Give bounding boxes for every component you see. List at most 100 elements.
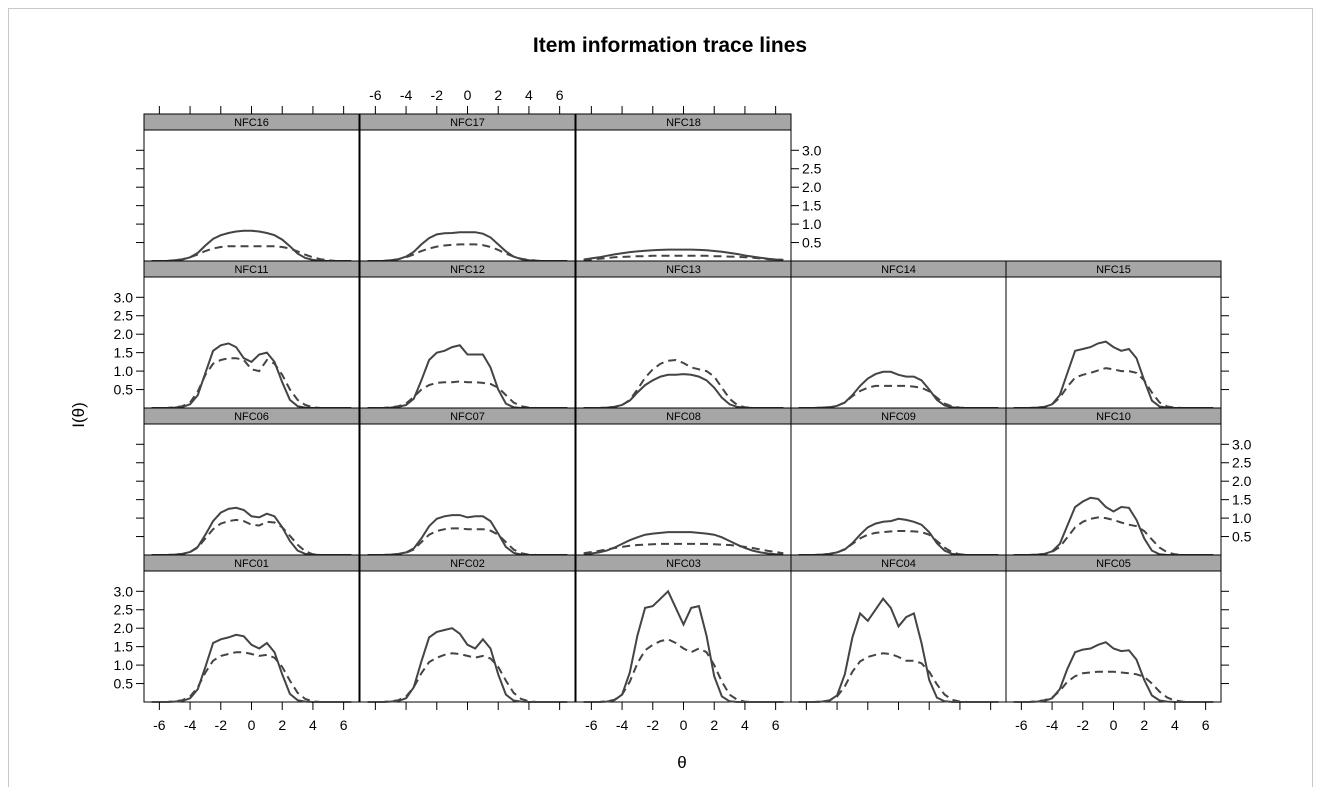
x-tick-label-top: 4: [525, 87, 533, 103]
panel-strip-label: NFC15: [1096, 264, 1131, 276]
x-tick-label-bottom: 0: [1110, 717, 1118, 733]
x-tick-label-top: 6: [556, 87, 564, 103]
panel-strip-label: NFC02: [450, 558, 485, 570]
panel-strip-label: NFC01: [234, 558, 269, 570]
panel-solid-line: [583, 248, 784, 261]
panel-strip-label: NFC07: [450, 411, 485, 423]
y-tick-label-right: 0.5: [1232, 529, 1252, 545]
x-axis-title: θ: [677, 753, 686, 772]
y-tick-label-left: 2.5: [114, 308, 134, 324]
y-tick-label-left: 1.0: [114, 657, 134, 673]
panel-strip-label: NFC03: [666, 558, 701, 570]
x-tick-label-top: -2: [431, 87, 444, 103]
panel-nfc10: NFC10: [1005, 407, 1222, 556]
x-tick-label-top: -4: [400, 87, 413, 103]
panel-strip-label: NFC08: [666, 411, 701, 423]
panel-nfc05: NFC05: [1005, 554, 1222, 703]
panel-dashed-line: [1013, 516, 1214, 556]
panel-nfc12: NFC12: [359, 260, 576, 409]
panel-dashed-line: [151, 651, 352, 703]
y-tick-label-right: 2.0: [802, 179, 822, 195]
x-tick-label-bottom: -2: [215, 717, 228, 733]
x-tick-label-bottom: -4: [184, 717, 197, 733]
x-tick-label-bottom: 4: [1171, 717, 1179, 733]
x-tick-label-bottom: -6: [585, 717, 598, 733]
panel-dashed-line: [1013, 670, 1214, 703]
y-tick-label-right: 1.5: [802, 198, 822, 214]
panel-dashed-line: [798, 652, 999, 703]
panel-strip-label: NFC14: [881, 264, 916, 276]
y-tick-label-left: 1.0: [114, 363, 134, 379]
y-tick-label-left: 2.0: [114, 326, 134, 342]
x-tick-label-bottom: 2: [710, 717, 718, 733]
panel-dashed-line: [798, 384, 999, 409]
panel-dashed-line: [583, 358, 784, 409]
panel-dashed-line: [367, 243, 568, 262]
x-tick-label-top: -6: [369, 87, 382, 103]
y-tick-label-right: 2.5: [1232, 455, 1252, 471]
x-tick-label-bottom: 6: [340, 717, 348, 733]
x-tick-label-bottom: 6: [772, 717, 780, 733]
x-tick-label-top: 0: [464, 87, 472, 103]
x-tick-label-bottom: 2: [278, 717, 286, 733]
panel-nfc17: NFC17: [359, 113, 576, 262]
panels-layer: NFC16 NFC17 NFC18 NFC11 NFC12 NFC13 NFC14 NFC15…: [114, 87, 1252, 733]
panel-strip-label: NFC13: [666, 264, 701, 276]
y-tick-label-left: 3.0: [114, 289, 134, 305]
panel-solid-line: [583, 531, 784, 556]
y-tick-label-left: 0.5: [114, 382, 134, 398]
panel-nfc18: NFC18: [575, 113, 792, 262]
y-axis-title: I(θ): [69, 402, 88, 428]
x-tick-label-bottom: 2: [1140, 717, 1148, 733]
x-tick-label-bottom: 4: [309, 717, 317, 733]
panel-dashed-line: [151, 245, 352, 262]
panel-strip-label: NFC12: [450, 264, 485, 276]
x-tick-label-bottom: -4: [1046, 717, 1059, 733]
y-tick-label-left: 1.5: [114, 639, 134, 655]
panel-strip-label: NFC04: [881, 558, 916, 570]
panel-strip-label: NFC16: [234, 117, 269, 129]
x-tick-label-bottom: -6: [153, 717, 166, 733]
panel-nfc03: NFC03: [575, 554, 792, 703]
chart-title: Item information trace lines: [533, 34, 807, 57]
y-tick-label-right: 0.5: [802, 235, 822, 251]
x-tick-label-bottom: 0: [248, 717, 256, 733]
y-tick-label-left: 1.5: [114, 345, 134, 361]
panel-dashed-line: [583, 254, 784, 262]
y-tick-label-right: 2.5: [802, 161, 822, 177]
panel-strip-label: NFC17: [450, 117, 485, 129]
panel-dashed-line: [151, 518, 352, 556]
x-tick-label-bottom: 0: [680, 717, 688, 733]
panel-strip-label: NFC06: [234, 411, 269, 423]
y-tick-label-left: 2.5: [114, 602, 134, 618]
y-tick-label-right: 3.0: [1232, 436, 1252, 452]
x-tick-label-bottom: 4: [741, 717, 749, 733]
panel-dashed-line: [583, 638, 784, 703]
panel-nfc11: NFC11: [143, 260, 360, 409]
x-tick-label-top: 2: [494, 87, 502, 103]
panel-dashed-line: [367, 652, 568, 703]
y-tick-label-left: 3.0: [114, 583, 134, 599]
y-tick-label-left: 0.5: [114, 676, 134, 692]
panel-strip-label: NFC05: [1096, 558, 1131, 570]
panel-strip-label: NFC18: [666, 117, 701, 129]
panel-nfc15: NFC15: [1005, 260, 1222, 409]
y-tick-label-right: 2.0: [1232, 473, 1252, 489]
x-tick-label-bottom: 6: [1202, 717, 1210, 733]
x-tick-label-bottom: -2: [647, 717, 660, 733]
y-tick-label-left: 2.0: [114, 620, 134, 636]
panel-dashed-line: [798, 530, 999, 556]
panel-nfc02: NFC02: [359, 554, 576, 703]
panel-strip-label: NFC10: [1096, 411, 1131, 423]
y-tick-label-right: 1.0: [1232, 510, 1252, 526]
panel-strip-label: NFC09: [881, 411, 916, 423]
y-tick-label-right: 1.0: [802, 216, 822, 232]
panel-strip-label: NFC11: [234, 264, 268, 276]
panel-nfc08: NFC08: [575, 407, 792, 556]
y-tick-label-right: 1.5: [1232, 492, 1252, 508]
x-tick-label-bottom: -2: [1077, 717, 1090, 733]
panel-nfc07: NFC07: [359, 407, 576, 556]
